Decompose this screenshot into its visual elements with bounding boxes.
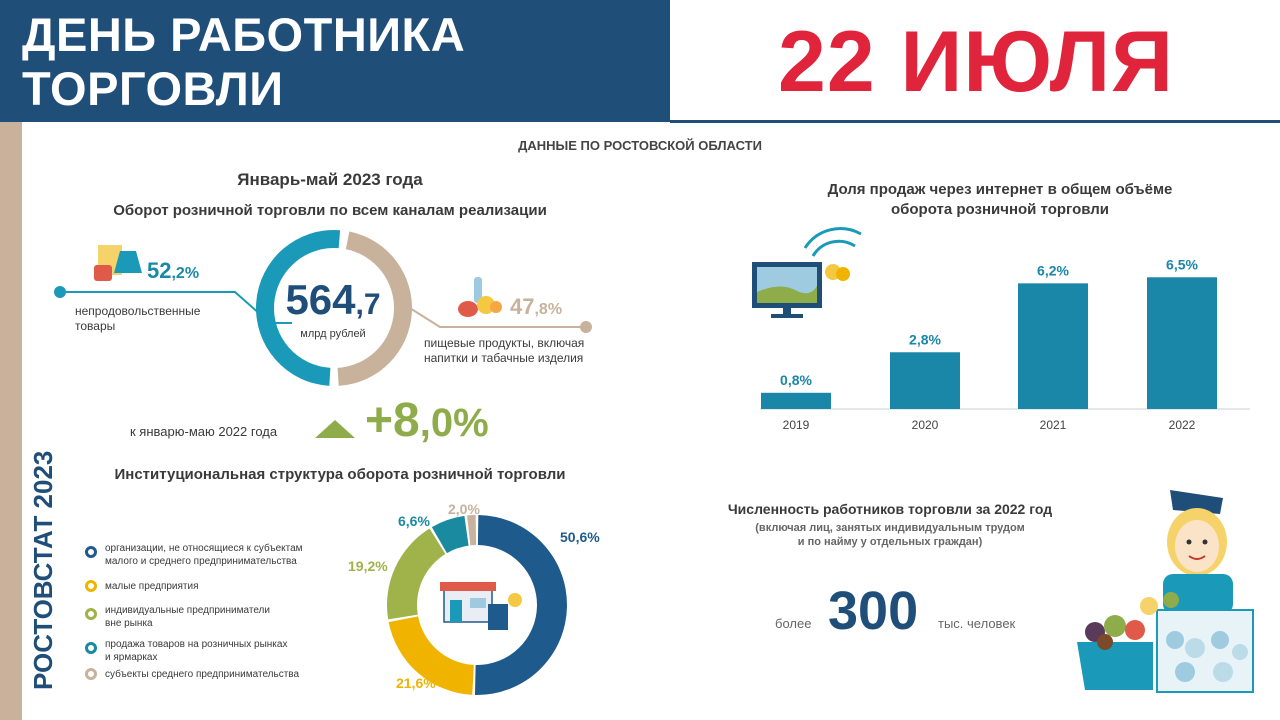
side-strip [0, 122, 22, 720]
nonfood-dot [54, 286, 66, 298]
bar [890, 352, 960, 409]
workers-value: 300 [828, 581, 919, 641]
workers-title: Численность работников торговли за 2022 … [727, 501, 1053, 517]
legend-swatch [85, 580, 97, 592]
nonfood-label: непродовольственные товары [75, 304, 201, 333]
nonfood-share: 52,2% [147, 258, 200, 283]
turnover-total: 564,7 [285, 276, 381, 323]
growth-value: +8,0% [365, 394, 489, 447]
bar-value-label: 0,8% [780, 372, 812, 388]
structure-chart: 50,6% 21,6% 19,2% 6,6% 2,0% [348, 501, 600, 695]
bar-value-label: 6,5% [1166, 256, 1198, 272]
growth-arrow-icon [315, 420, 355, 438]
donut-slice [431, 515, 469, 554]
workers-unit: тыс. человек [938, 616, 1016, 631]
seller-icon [1163, 490, 1233, 614]
donut-slice-food [337, 231, 413, 386]
counter-icon [1140, 592, 1254, 693]
header-rule [670, 120, 1280, 123]
legend-item: продажа товаров на розничных рынках и ярм… [85, 638, 375, 668]
structure-legend: организации, не относящиеся к субъектам м… [85, 542, 375, 688]
holiday-date: 22 ИЮЛЯ [778, 14, 1174, 110]
bar-series: 0,8% 2019 2,8% 2020 6,2% 2021 6,5% 2022 [761, 256, 1217, 432]
tv-wifi-icon [752, 227, 862, 318]
donut-slice [387, 528, 446, 620]
donut-slice-nonfood [256, 230, 341, 386]
bar-value-label: 6,2% [1037, 262, 1069, 278]
legend-item: индивидуальные предприниматели вне рынка [85, 604, 375, 632]
header-banner [0, 0, 670, 122]
turnover-period: Январь-май 2023 года [237, 170, 423, 189]
region-label: ДАННЫЕ ПО РОСТОВСКОЙ ОБЛАСТИ [518, 138, 762, 153]
food-products-icon [458, 277, 502, 317]
donut-slice [474, 515, 567, 695]
legend-swatch [85, 546, 97, 558]
legend-swatch [85, 668, 97, 680]
bar [761, 392, 831, 409]
store-icon [440, 582, 522, 630]
x-tick-label: 2020 [912, 418, 939, 432]
bar-value-label: 2,8% [909, 331, 941, 347]
structure-labels: 50,6% 21,6% 19,2% 6,6% 2,0% [348, 501, 600, 691]
turnover-donut [256, 230, 413, 386]
slice-label: 2,0% [448, 501, 480, 517]
title-line-2: ТОРГОВЛИ [22, 62, 284, 115]
legend-swatch [85, 642, 97, 654]
legend-item: организации, не относящиеся к субъектам м… [85, 542, 375, 570]
structure-title: Институциональная структура оборота розн… [114, 466, 566, 483]
workers-subtitle: (включая лиц, занятых индивидуальным тру… [755, 522, 1025, 548]
turnover-diagram [54, 230, 592, 438]
structure-donut [387, 515, 567, 695]
food-label: пищевые продукты, включая напитки и таба… [424, 336, 585, 365]
internet-title: Доля продаж через интернет в общем объём… [827, 181, 1173, 218]
slice-label: 19,2% [348, 558, 388, 574]
legend-swatch [85, 608, 97, 620]
turnover-unit: млрд рублей [300, 328, 366, 340]
legend-item: субъекты среднего предпринимательства [85, 668, 375, 688]
nonfood-leader [60, 291, 292, 324]
turnover-title: Оборот розничной торговли по всем канала… [113, 202, 547, 219]
page-title: ДЕНЬ РАБОТНИКА ТОРГОВЛИ [22, 8, 465, 116]
bar [1147, 277, 1217, 409]
workers-prefix: более [775, 616, 812, 631]
food-share: 47,8% [510, 294, 563, 319]
x-tick-label: 2022 [1169, 418, 1196, 432]
donut-slice [467, 515, 477, 546]
donut-slice [388, 616, 474, 695]
legend-item: малые предприятия [85, 580, 375, 604]
slice-label: 50,6% [560, 529, 600, 545]
bar [1018, 283, 1088, 409]
x-tick-label: 2021 [1040, 418, 1067, 432]
source-label: РОСТОВСТАТ 2023 [28, 450, 58, 690]
food-dot [580, 321, 592, 333]
x-tick-label: 2019 [783, 418, 810, 432]
growth-label: к январю-маю 2022 года [130, 424, 278, 439]
internet-chart: 0,8% 2019 2,8% 2020 6,2% 2021 6,5% 2022 [752, 227, 1250, 432]
title-line-1: ДЕНЬ РАБОТНИКА [22, 8, 466, 61]
slice-label: 21,6% [396, 675, 436, 691]
vegetable-crate-icon [1077, 615, 1153, 690]
shopping-bags-icon [94, 245, 142, 281]
seller-illustration [1077, 490, 1254, 693]
food-leader [404, 304, 586, 328]
slice-label: 6,6% [398, 513, 430, 529]
